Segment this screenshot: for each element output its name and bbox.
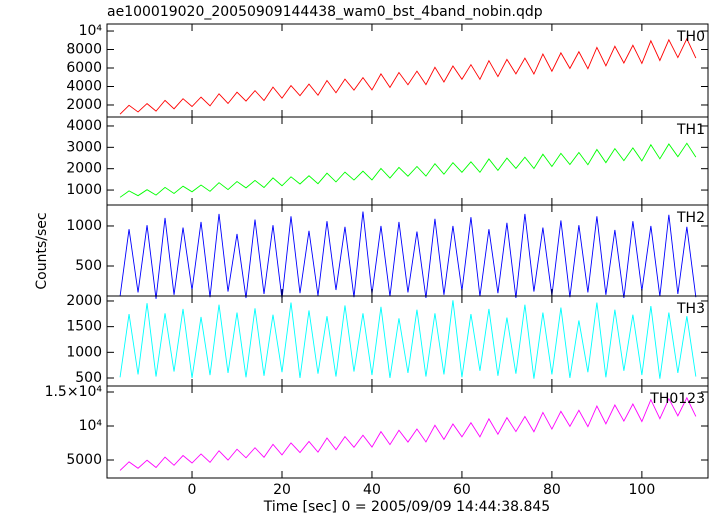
y-tick-label: 1000 (66, 344, 102, 360)
legend-label: TH1 (676, 122, 705, 138)
y-tick-label: 3000 (66, 139, 102, 155)
panel-frame (106, 23, 709, 118)
x-tick-label: 20 (273, 482, 291, 498)
legend-label: TH3 (676, 301, 705, 317)
x-tick-label: 80 (543, 482, 561, 498)
legend-label: TH0123 (649, 391, 705, 407)
panel-frame (106, 116, 709, 206)
y-tick-label: 4000 (66, 78, 102, 94)
series-line (119, 142, 697, 198)
legend-label: TH2 (676, 210, 705, 226)
series-line (119, 37, 697, 115)
y-tick-label: 500 (75, 370, 102, 386)
legend-label: TH0 (676, 29, 705, 45)
y-tick-label: 1500 (66, 319, 102, 335)
series-line (119, 396, 697, 471)
x-axis-label: Time [sec] 0 = 2005/09/09 14:44:38.845 (263, 499, 550, 515)
y-tick-label: 6000 (66, 60, 102, 76)
x-tick-label: 0 (188, 482, 197, 498)
series-line (119, 300, 697, 379)
x-tick-label: 100 (629, 482, 656, 498)
panel-frame (106, 385, 709, 479)
chart-title: ae100019020_20050909144438_wam0_bst_4ban… (107, 4, 543, 20)
y-tick-label: 8000 (66, 42, 102, 58)
x-tick-label: 60 (453, 482, 471, 498)
y-tick-label: 5000 (66, 452, 102, 468)
series-line (119, 211, 697, 299)
y-tick-label: 500 (75, 258, 102, 274)
y-tick-label: 1000 (66, 182, 102, 198)
y-tick-label: 10⁴ (79, 418, 103, 434)
y-tick-label: 1000 (66, 218, 102, 234)
y-tick-label: 1.5×10⁴ (45, 384, 103, 400)
x-tick-label: 40 (363, 482, 381, 498)
y-axis-label: Counts/sec (34, 212, 50, 289)
y-tick-label: 2000 (66, 161, 102, 177)
y-tick-label: 2000 (66, 97, 102, 113)
y-tick-label: 10⁴ (79, 23, 103, 39)
y-tick-label: 2000 (66, 293, 102, 309)
y-tick-label: 4000 (66, 118, 102, 134)
